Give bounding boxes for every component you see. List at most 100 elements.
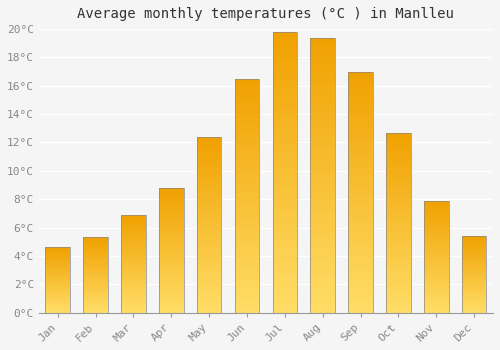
Bar (424, 263, 448, 265)
Bar (386, 163, 410, 165)
Bar (234, 97, 260, 100)
Bar (46, 296, 70, 297)
Bar (84, 254, 108, 255)
Bar (121, 259, 146, 260)
Bar (272, 85, 297, 88)
Bar (386, 304, 410, 306)
Bar (159, 224, 184, 225)
Bar (272, 105, 297, 108)
Bar (197, 153, 222, 154)
Bar (121, 270, 146, 271)
Bar (234, 257, 260, 259)
Bar (310, 175, 335, 178)
Bar (84, 285, 108, 286)
Bar (197, 274, 222, 276)
Bar (348, 86, 373, 89)
Bar (386, 253, 410, 255)
Bar (46, 283, 70, 284)
Bar (84, 270, 108, 271)
Bar (159, 199, 184, 200)
Bar (386, 287, 410, 289)
Bar (386, 237, 410, 239)
Bar (348, 105, 373, 108)
Bar (84, 264, 108, 265)
Bar (386, 232, 410, 233)
Bar (234, 198, 260, 200)
Bar (348, 214, 373, 216)
Bar (197, 309, 222, 311)
Bar (348, 122, 373, 125)
Bar (348, 130, 373, 132)
Bar (121, 274, 146, 275)
Bar (234, 125, 260, 128)
Bar (348, 81, 373, 84)
Bar (46, 302, 70, 303)
Bar (272, 133, 297, 136)
Bar (424, 288, 448, 289)
Bar (272, 262, 297, 265)
Bar (46, 254, 70, 255)
Bar (234, 287, 260, 289)
Bar (272, 164, 297, 167)
Bar (424, 304, 448, 305)
Bar (159, 283, 184, 284)
Bar (462, 298, 486, 299)
Bar (462, 263, 486, 264)
Bar (121, 312, 146, 313)
Bar (234, 161, 260, 163)
Bar (159, 274, 184, 275)
Bar (424, 300, 448, 301)
Bar (234, 118, 260, 121)
Bar (310, 142, 335, 145)
Bar (159, 209, 184, 210)
Bar (348, 91, 373, 93)
Bar (84, 238, 108, 313)
Bar (159, 279, 184, 280)
Bar (84, 260, 108, 261)
Bar (197, 181, 222, 183)
Bar (197, 251, 222, 253)
Bar (159, 226, 184, 228)
Bar (234, 210, 260, 212)
Bar (197, 142, 222, 144)
Bar (348, 125, 373, 127)
Bar (84, 286, 108, 287)
Bar (159, 310, 184, 312)
Bar (159, 230, 184, 232)
Bar (348, 192, 373, 195)
Bar (197, 204, 222, 205)
Bar (197, 228, 222, 230)
Bar (121, 273, 146, 274)
Bar (197, 165, 222, 167)
Bar (424, 291, 448, 293)
Bar (272, 79, 297, 83)
Bar (234, 278, 260, 280)
Bar (84, 266, 108, 267)
Bar (462, 253, 486, 254)
Bar (348, 301, 373, 303)
Bar (46, 311, 70, 312)
Bar (159, 308, 184, 309)
Bar (386, 176, 410, 177)
Bar (121, 279, 146, 280)
Bar (424, 285, 448, 286)
Bar (84, 267, 108, 268)
Bar (348, 233, 373, 236)
Bar (310, 84, 335, 87)
Bar (84, 263, 108, 264)
Bar (272, 35, 297, 37)
Bar (84, 293, 108, 294)
Bar (310, 93, 335, 95)
Bar (121, 287, 146, 288)
Bar (424, 261, 448, 262)
Bar (121, 223, 146, 224)
Bar (159, 206, 184, 208)
Bar (424, 216, 448, 217)
Bar (310, 62, 335, 65)
Bar (348, 72, 373, 74)
Bar (310, 194, 335, 197)
Bar (272, 197, 297, 200)
Bar (234, 95, 260, 97)
Bar (159, 223, 184, 224)
Bar (159, 204, 184, 205)
